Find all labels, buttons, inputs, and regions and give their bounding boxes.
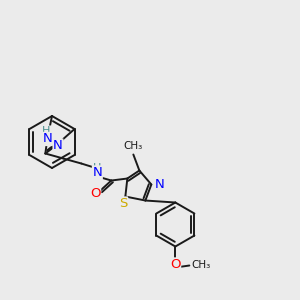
Text: N: N (42, 133, 52, 146)
Text: CH₃: CH₃ (191, 260, 211, 269)
Text: O: O (170, 258, 181, 271)
Text: H: H (42, 126, 50, 136)
Text: N: N (53, 139, 63, 152)
Text: CH₃: CH₃ (124, 140, 143, 151)
Text: O: O (90, 187, 101, 200)
Text: H: H (93, 163, 101, 172)
Text: N: N (154, 178, 164, 191)
Text: S: S (119, 197, 128, 210)
Text: N: N (92, 166, 102, 179)
